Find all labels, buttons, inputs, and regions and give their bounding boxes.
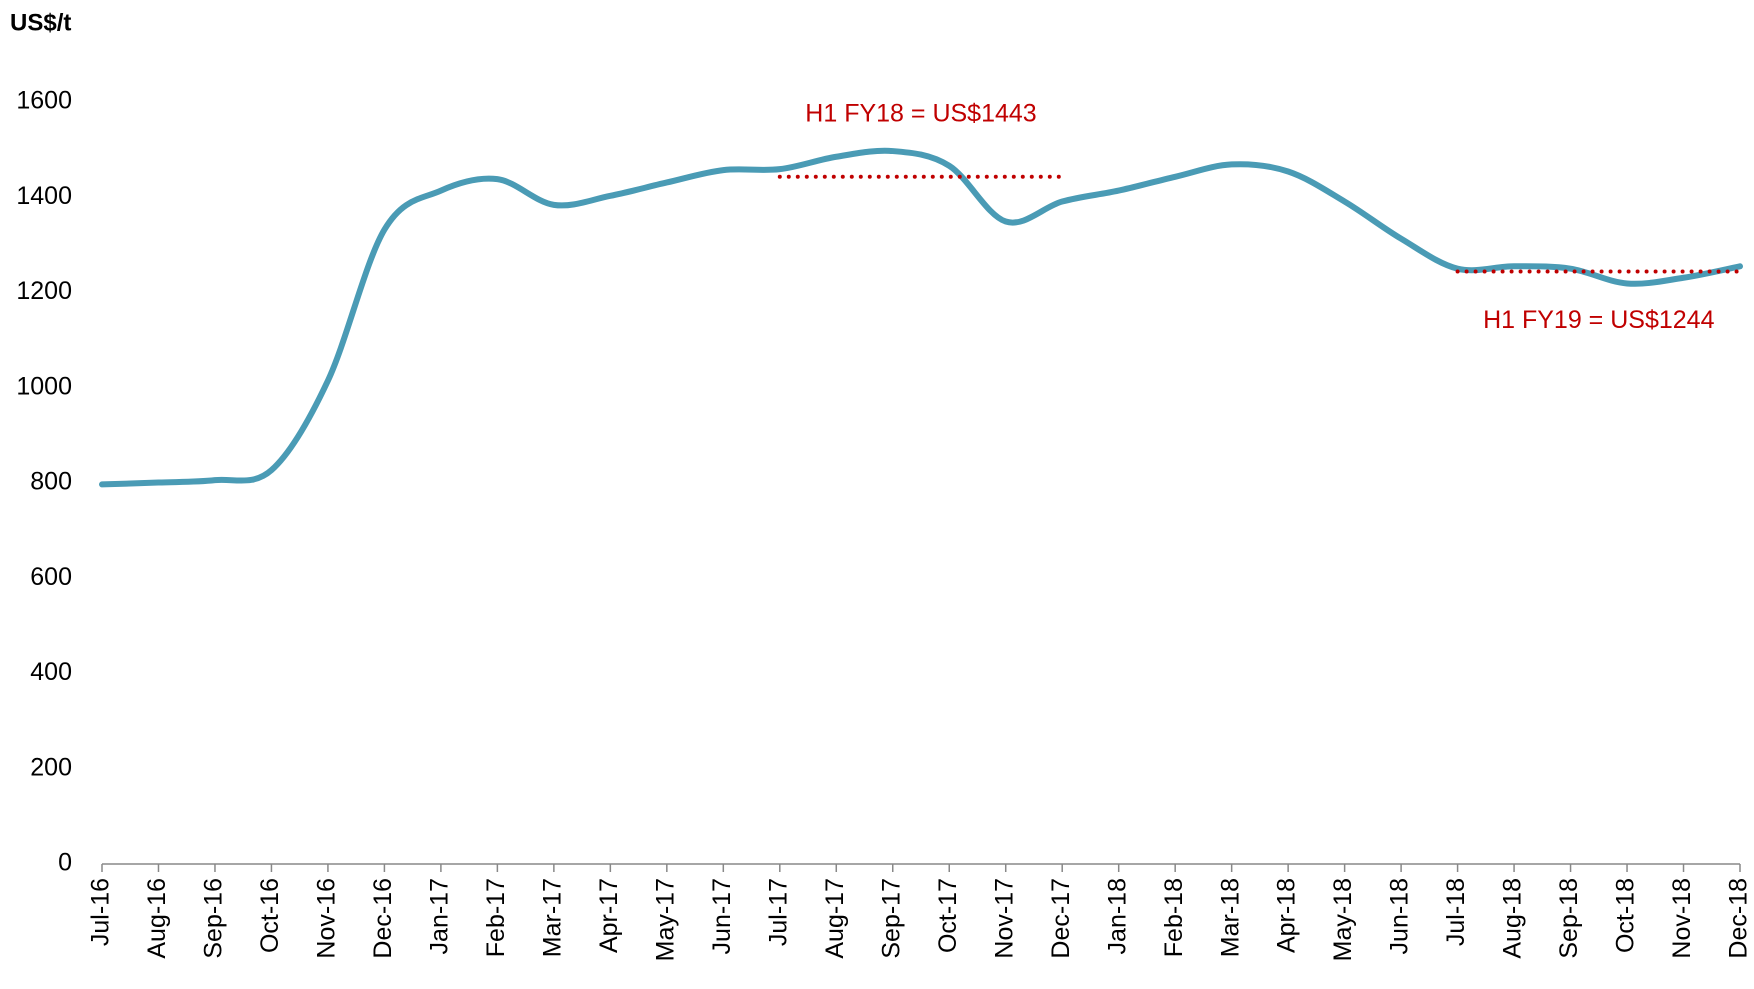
x-tick-label: Feb-17	[482, 878, 510, 957]
x-tick-label: Apr-18	[1273, 878, 1301, 953]
annotation-label: H1 FY18 = US$1443	[805, 99, 1036, 127]
x-tick-label: Jan-18	[1103, 878, 1131, 954]
x-tick-label: May-17	[651, 878, 679, 961]
annotation-label: H1 FY19 = US$1244	[1483, 306, 1714, 334]
x-tick-label: Oct-17	[934, 878, 962, 953]
x-tick-label: Mar-18	[1216, 878, 1244, 957]
x-tick-label: Dec-18	[1725, 878, 1753, 959]
x-tick-label: Jan-17	[426, 878, 454, 954]
x-tick-label: Jun-17	[708, 878, 736, 954]
line-series	[99, 147, 1743, 488]
x-tick-label: Sep-18	[1555, 878, 1583, 959]
y-tick-label: 1600	[16, 87, 72, 115]
y-tick-label: 1200	[16, 277, 72, 305]
x-tick-label: Jul-16	[87, 878, 115, 946]
x-tick-label: Sep-16	[200, 878, 228, 959]
x-tick-label: Aug-18	[1499, 878, 1527, 959]
x-tick-label: Aug-17	[821, 878, 849, 959]
x-tick-label: Aug-16	[143, 878, 171, 959]
y-tick-label: 1000	[16, 372, 72, 400]
y-tick-label: 800	[30, 468, 72, 496]
x-tick-label: Jun-18	[1386, 878, 1414, 954]
x-tick-label: Dec-16	[369, 878, 397, 959]
x-tick-label: Jul-17	[764, 878, 792, 946]
x-tick-label: Oct-18	[1612, 878, 1640, 953]
x-tick-label: Nov-18	[1668, 878, 1696, 959]
x-tick-label: Feb-18	[1160, 878, 1188, 957]
x-tick-label: Mar-17	[538, 878, 566, 957]
y-tick-label: 0	[58, 849, 72, 877]
x-tick-label: Sep-17	[877, 878, 905, 959]
x-tick-label: Oct-16	[256, 878, 284, 953]
x-tick-label: Jul-18	[1442, 878, 1470, 946]
x-tick-label: Apr-17	[595, 878, 623, 953]
x-tick-label: May-18	[1329, 878, 1357, 961]
y-tick-label: 400	[30, 658, 72, 686]
y-tick-label: 600	[30, 563, 72, 591]
y-tick-label: 200	[30, 753, 72, 781]
x-tick-label: Nov-16	[313, 878, 341, 959]
y-axis-label: US$/t	[10, 9, 71, 36]
x-tick-label: Nov-17	[990, 878, 1018, 959]
y-tick-label: 1400	[16, 182, 72, 210]
x-tick-label: Dec-17	[1047, 878, 1075, 959]
